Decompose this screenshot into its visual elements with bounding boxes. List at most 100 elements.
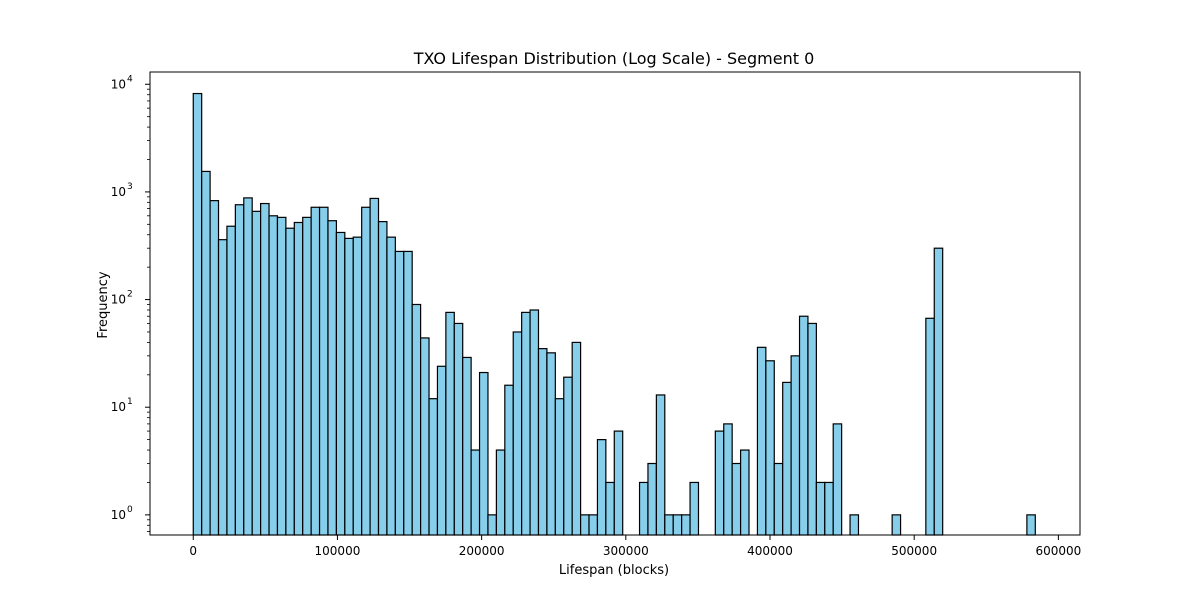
histogram-bar	[579, 514, 590, 536]
histogram-bar	[638, 481, 649, 536]
histogram-bar	[832, 423, 843, 536]
histogram-bar	[756, 346, 767, 536]
y-tick-label: 10	[111, 185, 126, 199]
x-tick-label: 0	[189, 544, 197, 558]
histogram-bar	[689, 481, 700, 536]
histogram-bar	[596, 439, 607, 536]
histogram-bar	[352, 236, 363, 536]
histogram-bar	[201, 170, 211, 536]
histogram-bar	[344, 237, 354, 536]
histogram-bar	[335, 231, 346, 536]
histogram-bar	[672, 514, 683, 536]
y-axis-label: Frequency	[96, 271, 111, 338]
x-tick-label: 500000	[891, 544, 937, 558]
histogram-bar	[260, 202, 270, 536]
histogram-bar	[529, 309, 540, 536]
histogram-bar	[445, 311, 455, 536]
histogram-bar	[655, 394, 666, 536]
histogram-bar	[217, 239, 228, 536]
histogram-bar	[798, 315, 809, 536]
y-tick-exponent: 1	[127, 397, 133, 407]
histogram-bar	[377, 221, 388, 536]
histogram-bar	[521, 311, 531, 536]
histogram-bar	[478, 371, 489, 536]
histogram-bar	[849, 514, 860, 536]
histogram-bar	[782, 381, 792, 536]
histogram-bar	[386, 236, 396, 536]
histogram-bar	[1026, 514, 1036, 536]
y-tick-label: 10	[111, 77, 126, 91]
histogram-bar	[420, 337, 430, 536]
histogram-bar	[276, 216, 287, 536]
y-tick-exponent: 2	[127, 290, 133, 300]
histogram-bar	[664, 514, 674, 536]
histogram-bar	[765, 360, 775, 536]
y-tick-exponent: 4	[127, 74, 133, 84]
histogram-bar	[285, 227, 295, 536]
histogram-bar	[807, 322, 817, 536]
histogram-bar	[925, 317, 935, 536]
histogram-bar	[815, 481, 826, 536]
histogram-bar	[327, 220, 338, 536]
histogram-bar	[453, 322, 464, 536]
histogram-bar	[462, 356, 472, 536]
histogram-bar	[318, 206, 329, 536]
histogram-bar	[554, 398, 565, 536]
x-tick-label: 100000	[315, 544, 361, 558]
histogram-bar	[411, 303, 422, 536]
histogram-bar	[302, 216, 312, 536]
histogram-bar	[773, 462, 784, 536]
chart-title: TXO Lifespan Distribution (Log Scale) - …	[413, 49, 815, 68]
histogram-bar	[571, 341, 582, 536]
plot-frame	[149, 71, 1081, 536]
histogram-bar	[731, 462, 742, 536]
histogram-bar	[933, 247, 944, 536]
histogram-bar	[605, 481, 615, 536]
histogram-bar	[790, 355, 801, 536]
histogram-bar	[714, 430, 725, 536]
histogram-bar	[192, 92, 203, 536]
histogram-bar	[470, 449, 481, 536]
y-tick-label: 10	[111, 400, 126, 414]
x-tick-label: 300000	[603, 544, 649, 558]
y-tick-exponent: 3	[127, 182, 133, 192]
histogram-bar	[537, 348, 548, 536]
x-axis-label: Lifespan (blocks)	[559, 563, 669, 578]
histogram-bar	[403, 250, 413, 536]
histogram-bar	[495, 449, 506, 536]
histogram-bar	[243, 197, 253, 536]
histogram-bar	[369, 197, 380, 536]
histogram-bar	[588, 514, 599, 536]
histogram-bar	[563, 376, 573, 536]
histogram-bar	[436, 365, 447, 536]
histogram-bar	[251, 210, 262, 536]
y-tick-exponent: 0	[127, 505, 133, 515]
histogram-bar	[394, 250, 405, 536]
histogram-bar	[681, 514, 691, 536]
histogram-bar	[891, 514, 902, 536]
y-tick-label: 10	[111, 508, 126, 522]
histogram-bar	[824, 481, 834, 536]
x-tick-label: 400000	[747, 544, 793, 558]
histogram-bar	[647, 462, 657, 536]
histogram-bar	[226, 225, 236, 536]
histogram-bar	[546, 352, 556, 536]
histogram-bar	[428, 398, 439, 536]
histogram-bar	[209, 200, 220, 536]
histogram-bar	[234, 204, 245, 536]
histogram-bar	[613, 430, 624, 536]
histogram-bar	[487, 514, 497, 536]
histogram-bar	[293, 221, 304, 536]
x-tick-label: 200000	[459, 544, 505, 558]
histogram-bar	[361, 206, 371, 536]
x-tick-label: 600000	[1035, 544, 1081, 558]
histogram-bar	[739, 449, 750, 536]
histogram-bar	[268, 215, 279, 536]
y-tick-label: 10	[111, 293, 126, 307]
histogram-bar	[512, 331, 523, 536]
histogram-bar	[723, 423, 733, 536]
histogram-bar	[504, 384, 514, 536]
histogram-bar	[310, 206, 321, 536]
